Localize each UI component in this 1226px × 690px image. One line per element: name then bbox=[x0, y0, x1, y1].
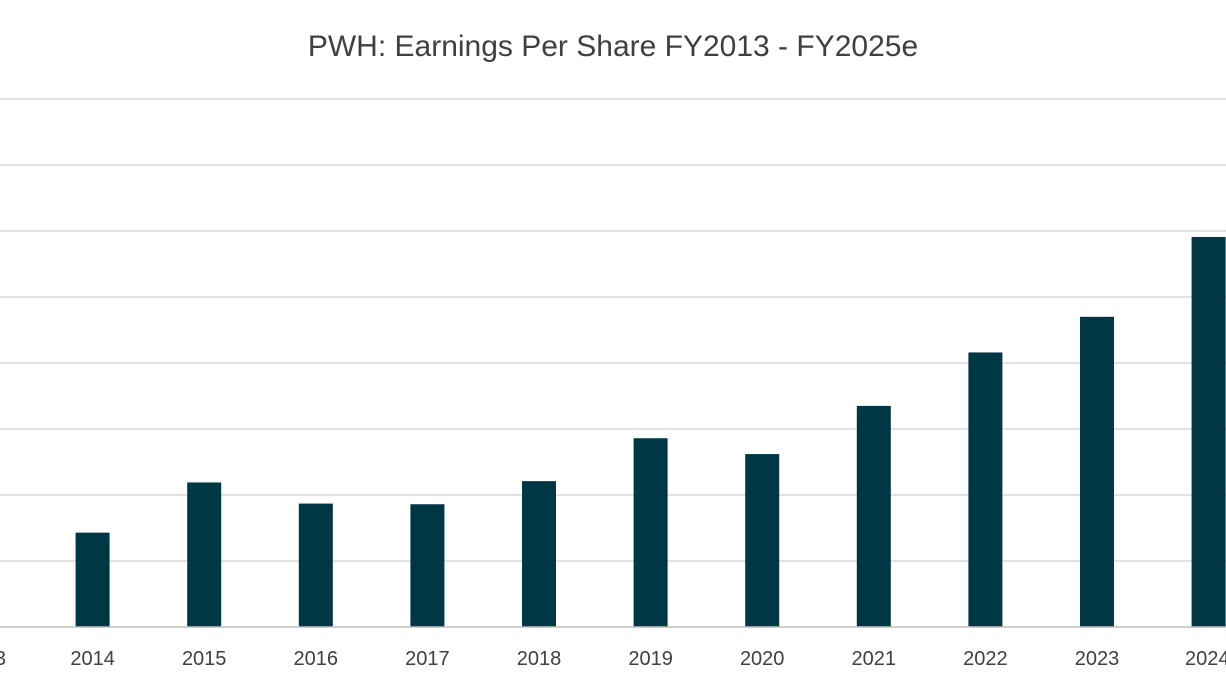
bar-2017 bbox=[410, 504, 445, 627]
x-tick-label: 2015 bbox=[182, 648, 227, 670]
gridlines bbox=[0, 98, 1226, 562]
bar-2022 bbox=[968, 352, 1003, 627]
bar-2016 bbox=[298, 503, 333, 627]
x-tick-label: 2023 bbox=[1075, 648, 1120, 670]
bar-2024 bbox=[1191, 236, 1226, 627]
x-tick-label: 2024 bbox=[1185, 648, 1226, 670]
x-tick-label: 2022 bbox=[963, 648, 1008, 670]
x-tick-label: 2019 bbox=[628, 648, 673, 670]
x-tick-label: 2014 bbox=[70, 648, 115, 670]
x-tick-label: 2017 bbox=[405, 648, 450, 670]
bar-2014 bbox=[75, 532, 110, 627]
bar-2021 bbox=[856, 405, 891, 627]
x-tick-label: 2016 bbox=[294, 648, 339, 670]
x-tick-labels: 3 2014 2015 2016 2017 2018 2019 2020 2021 2022 202… bbox=[0, 648, 1226, 670]
bar-2020 bbox=[745, 454, 780, 627]
chart-title: PWH: Earnings Per Share FY2013 - FY2025e bbox=[308, 30, 918, 63]
x-tick-label: 2018 bbox=[517, 648, 562, 670]
bars bbox=[75, 236, 1226, 627]
bar-2019 bbox=[633, 438, 668, 627]
x-tick-label: 2021 bbox=[852, 648, 897, 670]
bar-2015 bbox=[187, 482, 222, 627]
bar-2018 bbox=[522, 481, 556, 627]
x-tick-label: 2020 bbox=[740, 648, 785, 670]
bar-2023 bbox=[1080, 316, 1114, 627]
x-tick-label: 3 bbox=[0, 648, 6, 670]
